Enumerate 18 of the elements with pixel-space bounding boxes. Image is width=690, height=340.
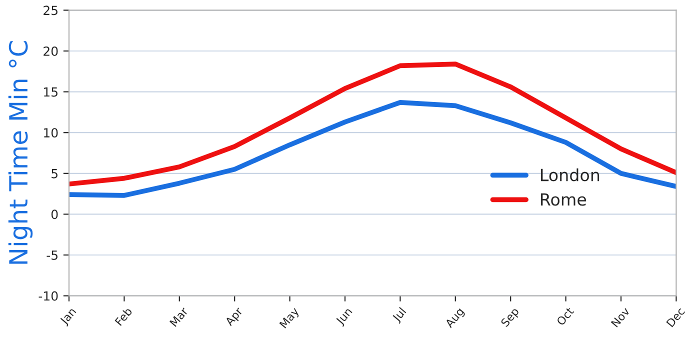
y-tick-label: 10 [44,128,58,138]
x-tick-label: Jan [59,307,78,327]
legend-label: London [541,168,600,182]
y-tick-label: 15 [44,87,58,97]
x-tick-label: Sep [500,306,522,329]
x-tick-label: Jun [335,307,354,327]
line-series [69,62,676,186]
y-tick-label: 0 [51,210,58,220]
x-tick-label: Feb [114,306,133,326]
y-tick-label: -10 [38,291,58,301]
y-tick-label: -5 [46,250,58,260]
y-tick-label: 20 [44,46,58,56]
y-tick-label: 5 [52,169,58,178]
y-tick-label: 25 [44,6,58,16]
y-axis-title: Night Time Min °C [8,41,33,264]
legend-label: Rome [541,193,586,206]
x-tick-label: Oct [556,306,574,326]
x-tick-label: Jul [391,307,408,324]
